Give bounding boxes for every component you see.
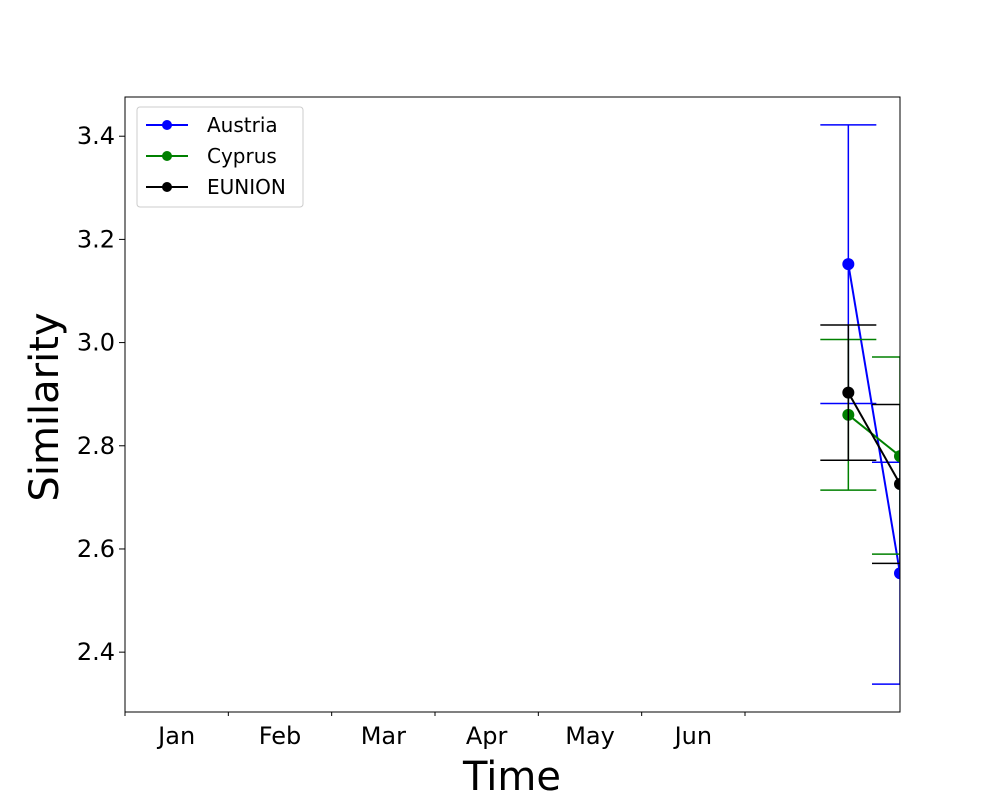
series-line-austria <box>847 263 900 574</box>
x-tick-label: Feb <box>259 722 302 750</box>
data-point-austria <box>842 258 855 271</box>
x-tick-label: Jun <box>673 722 713 750</box>
legend-marker-austria <box>162 120 172 130</box>
legend-marker-eunion <box>162 182 172 192</box>
y-tick-label: 2.6 <box>77 535 115 563</box>
legend-label-cyprus: Cyprus <box>207 144 277 168</box>
series-line-eunion <box>847 392 900 485</box>
x-tick-label: May <box>565 722 615 750</box>
y-tick-label: 3.2 <box>77 225 115 253</box>
y-tick-label: 2.8 <box>77 432 115 460</box>
y-tick-label: 3.0 <box>77 329 115 357</box>
legend-label-austria: Austria <box>207 113 278 137</box>
ticks-layer: 2.4 2.6 2.8 3.0 3.2 3.4 Jan Feb Mar Apr May Jun <box>77 122 746 750</box>
plot-frame <box>124 96 901 713</box>
x-tick-label: Apr <box>466 722 508 750</box>
x-tick-label: Jan <box>156 722 195 750</box>
legend-box <box>136 106 304 208</box>
data-point-eunion <box>842 386 855 399</box>
plot-layer <box>820 124 900 685</box>
x-tick-label: Mar <box>361 722 406 750</box>
data-point-cyprus <box>894 450 900 463</box>
y-tick-label: 3.4 <box>77 122 115 150</box>
legend-marker-cyprus <box>162 151 172 161</box>
data-point-austria <box>894 567 900 580</box>
series-line-cyprus <box>847 414 900 457</box>
legend-label-eunion: EUNION <box>207 175 286 199</box>
y-axis-title: Similarity <box>22 312 68 501</box>
data-point-eunion <box>894 477 900 490</box>
y-tick-label: 2.4 <box>77 638 115 666</box>
x-axis-title: Time <box>462 754 561 800</box>
legend: Austria Cyprus EUNION <box>136 106 304 208</box>
